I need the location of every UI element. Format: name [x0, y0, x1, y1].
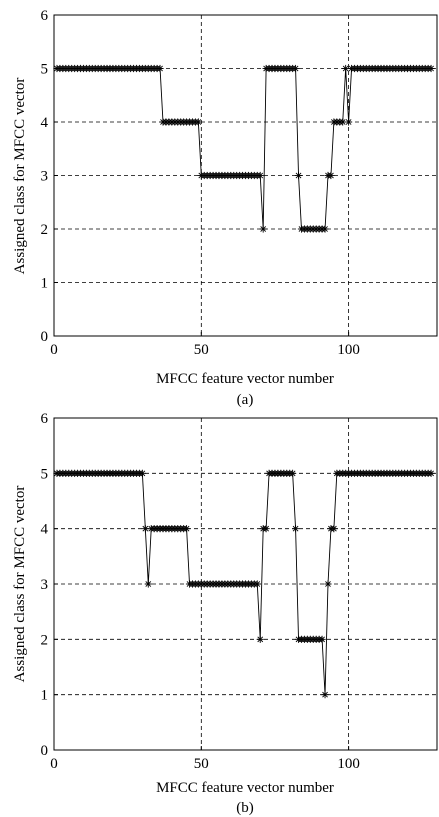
data-point-b-95 [330, 525, 338, 533]
data-point-b-128 [427, 469, 435, 477]
y-tick-label-4: 4 [41, 522, 49, 538]
y-tick-label-1: 1 [41, 276, 49, 292]
y-tick-label-0: 0 [41, 329, 49, 345]
data-point-b-91 [318, 635, 326, 643]
data-point-a-70 [256, 171, 264, 180]
data-point-b-32 [144, 580, 152, 588]
y-tick-label-2: 2 [41, 632, 49, 648]
x-tick-label-0: 0 [50, 342, 58, 358]
x-tick-label-50: 50 [194, 756, 209, 772]
data-point-b-70 [256, 635, 264, 643]
ticks-a: 0 1 2 3 4 5 6 0 50 100 [41, 8, 360, 358]
series-a [53, 64, 435, 233]
y-tick-label-5: 5 [41, 466, 49, 482]
data-point-b-69 [253, 580, 261, 588]
x-tick-label-100: 100 [337, 756, 360, 772]
data-point-b-45 [182, 525, 191, 533]
data-point-a-94 [327, 171, 335, 180]
data-point-b-82 [291, 525, 300, 533]
caption-a: (a) [237, 392, 254, 408]
series-b [53, 469, 435, 699]
data-point-b-72 [262, 525, 270, 533]
x-tick-label-50: 50 [194, 342, 209, 358]
data-point-a-82 [291, 64, 300, 73]
y-tick-label-5: 5 [41, 62, 49, 78]
chart-panel-b: 0 1 2 3 4 5 6 0 50 100 MFCC feature vector number… [12, 411, 438, 816]
y-tick-label-4: 4 [41, 115, 49, 131]
y-axis-label-b: Assigned class for MFCC vector [12, 486, 28, 683]
data-point-a-83 [294, 171, 303, 180]
data-point-b-30 [138, 469, 146, 477]
y-tick-label-3: 3 [41, 169, 49, 185]
y-tick-label-1: 1 [41, 688, 49, 704]
data-point-a-128 [427, 64, 435, 73]
data-point-a-92 [321, 225, 329, 233]
y-axis-label-a: Assigned class for MFCC vector [12, 78, 28, 275]
y-tick-label-3: 3 [41, 577, 49, 593]
data-point-b-93 [324, 580, 332, 588]
ticks-b: 0 1 2 3 4 5 6 0 50 100 [41, 411, 360, 772]
data-point-a-98 [339, 118, 347, 126]
y-tick-label-2: 2 [41, 222, 49, 238]
y-tick-label-6: 6 [41, 411, 49, 427]
data-point-b-92 [321, 691, 329, 699]
data-point-a-36 [156, 64, 164, 73]
data-point-a-100 [345, 118, 353, 126]
y-tick-label-6: 6 [41, 8, 49, 24]
data-point-a-71 [259, 225, 267, 233]
data-point-a-99 [342, 64, 350, 73]
grid-a [54, 15, 437, 336]
data-point-a-49 [194, 118, 202, 126]
y-tick-label-0: 0 [41, 743, 49, 759]
x-tick-label-100: 100 [337, 342, 360, 358]
x-axis-label-a: MFCC feature vector number [156, 371, 334, 387]
caption-b: (b) [236, 800, 254, 816]
x-axis-label-b: MFCC feature vector number [156, 780, 334, 796]
chart-panel-a: 0 1 2 3 4 5 6 0 50 100 MFCC feature vector number… [12, 8, 438, 408]
x-tick-label-0: 0 [50, 756, 58, 772]
data-point-b-81 [289, 469, 297, 477]
